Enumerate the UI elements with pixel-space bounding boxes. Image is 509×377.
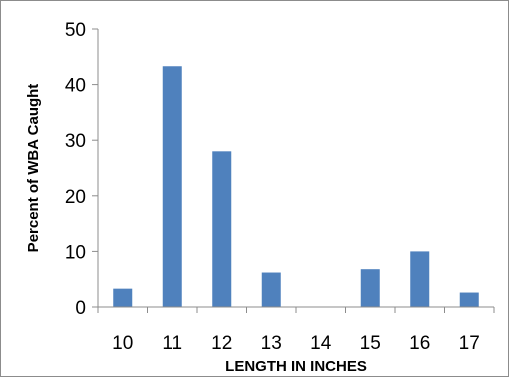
x-tick-label: 11 [162, 333, 182, 354]
bar-11 [162, 66, 182, 307]
y-tick-label: 10 [65, 242, 86, 263]
y-tick-label: 40 [65, 76, 86, 97]
y-axis-title: Percent of WBA Caught [25, 84, 42, 253]
bar-17 [459, 292, 479, 307]
bar-12 [212, 151, 232, 307]
y-axis-ticks: 0 10 20 30 40 50 [65, 20, 98, 319]
bars [113, 66, 479, 307]
bar-10 [113, 288, 133, 307]
x-axis-title: LENGTH IN INCHES [225, 358, 367, 375]
x-tick-label: 12 [211, 333, 232, 354]
y-tick-label: 20 [65, 187, 86, 208]
x-axis-ticks: 10 11 12 13 14 15 16 17 [97, 307, 495, 354]
x-tick-label: 15 [360, 333, 381, 354]
y-tick-label: 50 [65, 20, 86, 41]
x-tick-label: 10 [112, 333, 133, 354]
x-tick-label: 16 [409, 333, 430, 354]
x-tick-label: 13 [261, 333, 282, 354]
y-tick-label: 30 [65, 131, 86, 152]
x-tick-label: 14 [310, 333, 332, 354]
bar-15 [360, 269, 380, 307]
x-tick-label: 17 [459, 333, 480, 354]
bar-13 [261, 272, 281, 307]
y-tick-label: 0 [75, 298, 86, 319]
bar-16 [410, 251, 430, 307]
